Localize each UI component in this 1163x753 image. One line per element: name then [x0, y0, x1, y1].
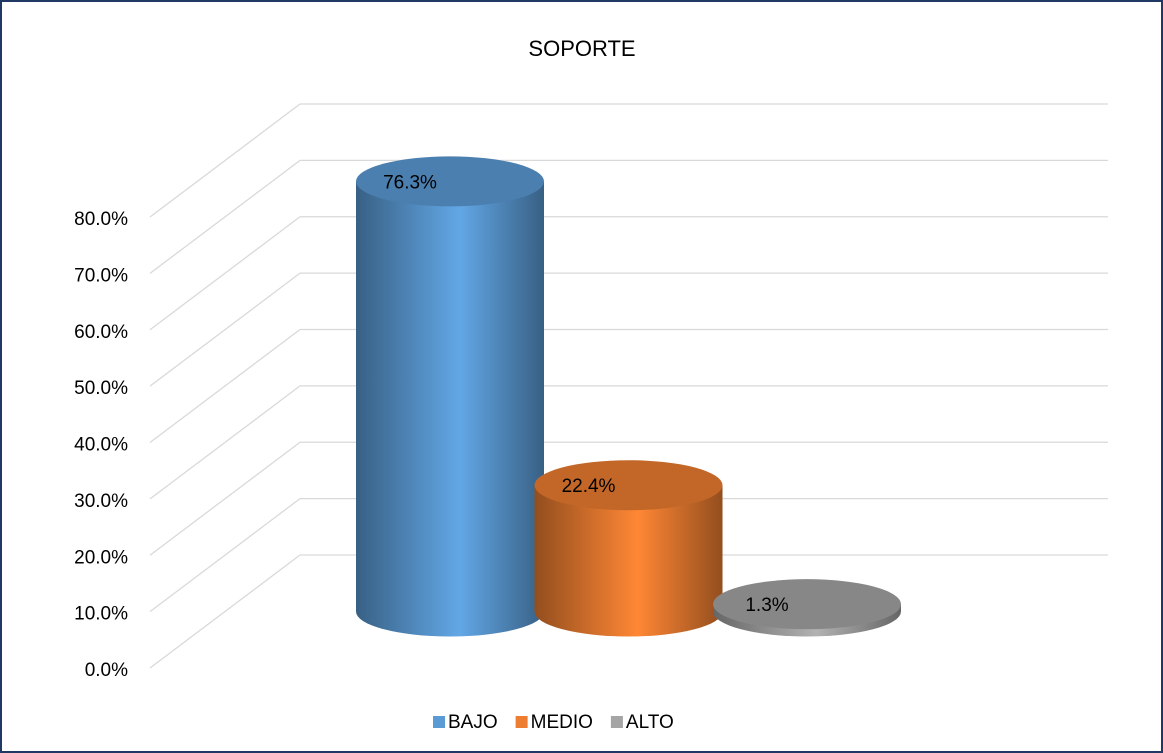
grid-line — [149, 441, 301, 556]
y-tick-label: 0.0% — [85, 660, 128, 681]
grid-line — [149, 272, 301, 387]
y-tick-label: 40.0% — [74, 435, 128, 456]
grid-line — [149, 554, 301, 669]
grid-line — [149, 216, 301, 331]
chart-title: SOPORTE — [528, 36, 635, 61]
legend-label: BAJO — [448, 712, 498, 733]
grid-line — [149, 328, 301, 444]
y-tick-label: 10.0% — [74, 604, 128, 625]
y-tick-label: 70.0% — [74, 265, 128, 286]
data-label: 76.3% — [383, 172, 437, 193]
y-tick-label: 30.0% — [74, 491, 128, 512]
legend-swatch — [610, 716, 623, 728]
bar — [534, 485, 723, 637]
grid-line — [149, 159, 301, 274]
y-tick-label: 20.0% — [74, 547, 128, 568]
y-tick-label: 80.0% — [74, 209, 128, 230]
bar-top — [534, 460, 723, 511]
legend-label: MEDIO — [531, 712, 593, 733]
grid-line — [149, 498, 301, 613]
legend-swatch — [515, 716, 528, 728]
bar-top — [713, 579, 901, 630]
y-tick-label: 60.0% — [74, 322, 128, 343]
bar-top — [356, 156, 544, 207]
legend-swatch — [433, 716, 445, 728]
legend-label: ALTO — [626, 712, 674, 733]
data-label: 1.3% — [745, 595, 788, 616]
grid-line — [149, 103, 301, 218]
bar — [355, 181, 544, 637]
y-tick-label: 50.0% — [74, 378, 128, 399]
grid-line — [149, 385, 301, 500]
data-label: 22.4% — [562, 476, 616, 497]
